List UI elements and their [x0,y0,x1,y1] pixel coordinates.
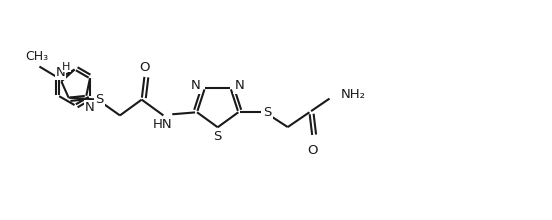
Text: S: S [95,93,103,106]
Text: S: S [263,106,271,119]
Text: N: N [191,79,201,92]
Text: N: N [235,79,244,92]
Text: N: N [84,101,94,114]
Text: O: O [307,144,317,157]
Text: H: H [62,62,71,72]
Text: NH₂: NH₂ [341,88,366,101]
Text: HN: HN [152,118,172,131]
Text: CH₃: CH₃ [25,50,48,63]
Text: O: O [139,61,150,73]
Text: S: S [214,130,222,143]
Text: N: N [56,66,65,79]
